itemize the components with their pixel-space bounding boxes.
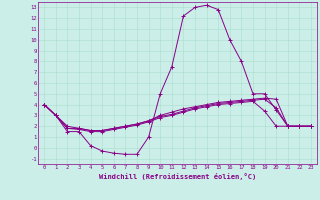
X-axis label: Windchill (Refroidissement éolien,°C): Windchill (Refroidissement éolien,°C) [99,173,256,180]
